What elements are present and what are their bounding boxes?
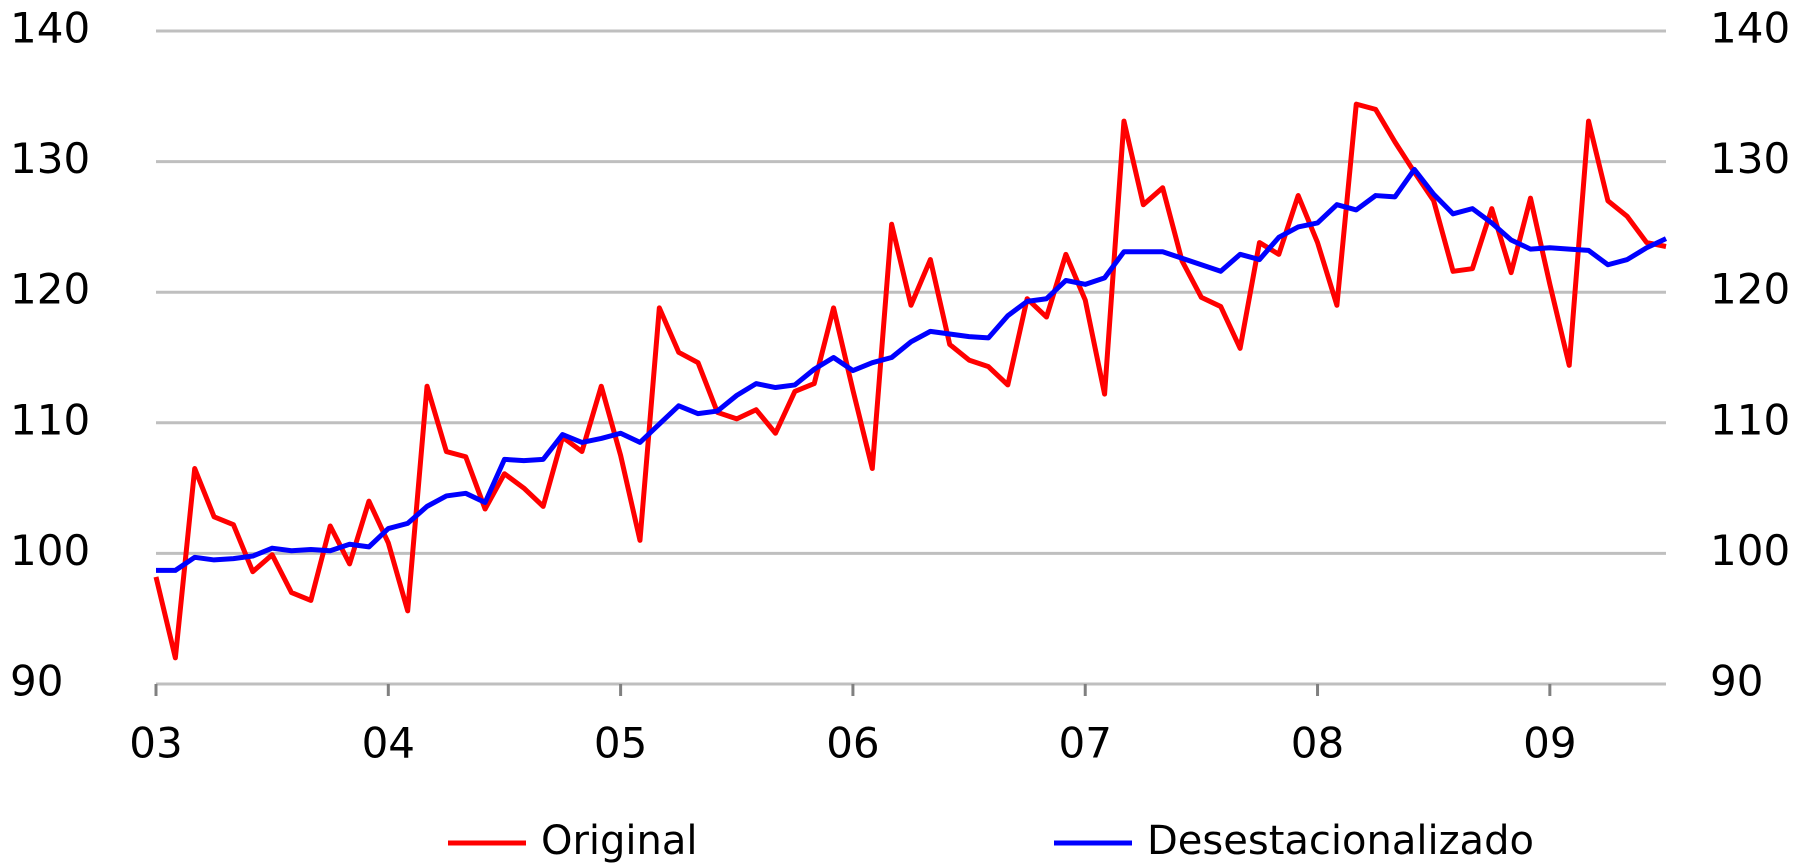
- y-tick-label: 120: [10, 265, 90, 314]
- y-tick-label: 90: [10, 657, 63, 706]
- y2-tick-label: 120: [1710, 265, 1790, 314]
- y-tick-label: 130: [10, 134, 90, 183]
- x-tick-label: 05: [594, 719, 647, 768]
- y2-tick-label: 110: [1710, 395, 1790, 444]
- x-tick-label: 07: [1059, 719, 1112, 768]
- y2-tick-label: 100: [1710, 526, 1790, 575]
- x-tick-label: 04: [362, 719, 415, 768]
- y-tick-label: 110: [10, 395, 90, 444]
- x-tick-label: 09: [1523, 719, 1576, 768]
- series-line: [153, 101, 1667, 661]
- series-line: [156, 166, 1668, 573]
- x-tick-label: 03: [129, 719, 182, 768]
- y-tick-label: 140: [10, 4, 90, 53]
- y2-tick-label: 140: [1710, 4, 1790, 53]
- legend-label: Original: [541, 818, 698, 864]
- y2-tick-label: 90: [1710, 657, 1763, 706]
- y-tick-label: 100: [10, 526, 90, 575]
- y2-tick-label: 130: [1710, 134, 1790, 183]
- x-tick-label: 06: [826, 719, 879, 768]
- x-tick-label: 08: [1291, 719, 1344, 768]
- legend-label: Desestacionalizado: [1147, 818, 1534, 864]
